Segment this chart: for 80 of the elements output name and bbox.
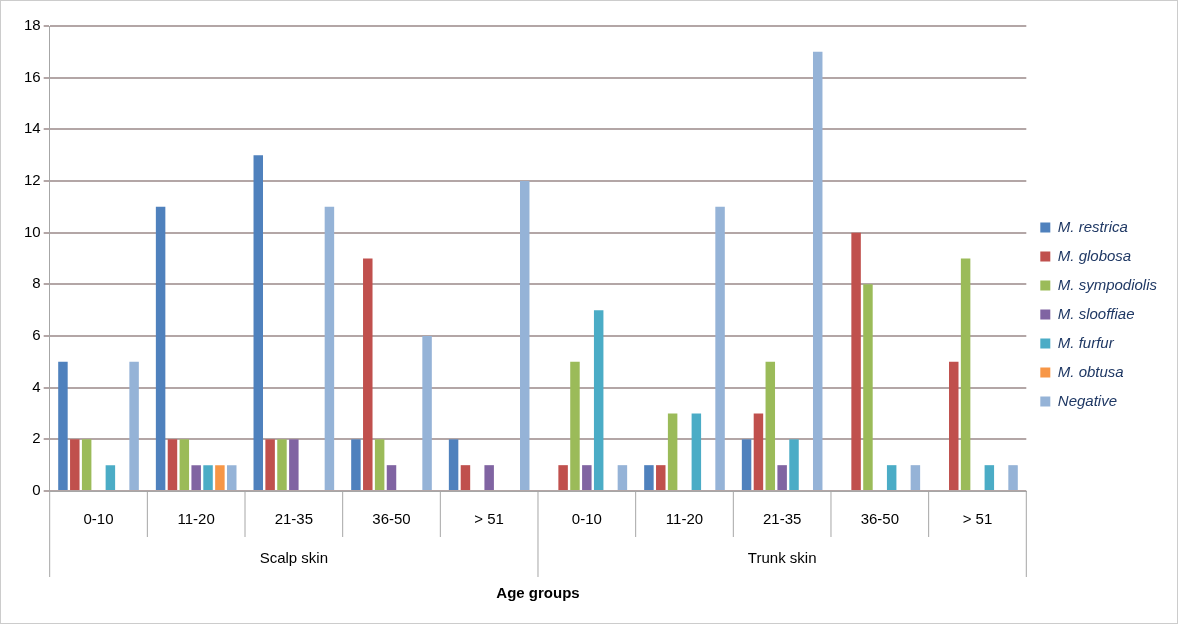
bar bbox=[129, 361, 139, 490]
bar bbox=[949, 361, 959, 490]
bar bbox=[58, 361, 68, 490]
bar bbox=[570, 361, 580, 490]
bar bbox=[593, 310, 604, 490]
legend-label: M. sympodiolis bbox=[1057, 275, 1158, 293]
bar bbox=[851, 232, 861, 490]
bar bbox=[617, 465, 628, 490]
bar bbox=[520, 181, 530, 490]
bar bbox=[753, 413, 764, 490]
bar bbox=[81, 439, 92, 490]
bar bbox=[253, 155, 264, 490]
bar bbox=[741, 439, 752, 490]
legend-label: M. obtusa bbox=[1057, 362, 1124, 380]
bar bbox=[351, 439, 361, 490]
bar bbox=[277, 439, 287, 490]
bar bbox=[105, 465, 116, 490]
x-tick-label: 36-50 bbox=[860, 510, 899, 528]
bar bbox=[422, 336, 432, 490]
legend-label: Negative bbox=[1057, 391, 1118, 409]
x-tick-label: 21-35 bbox=[274, 510, 314, 528]
bar bbox=[910, 465, 921, 490]
legend-label: M. slooffiae bbox=[1057, 304, 1135, 322]
bar bbox=[227, 465, 237, 490]
bar bbox=[644, 465, 654, 490]
y-tick-label: 6 bbox=[32, 326, 41, 344]
x-tick-label: > 51 bbox=[962, 510, 993, 528]
bar bbox=[179, 439, 190, 490]
legend-label: M. furfur bbox=[1057, 333, 1115, 351]
y-tick-label: 12 bbox=[24, 171, 41, 189]
y-tick-label: 4 bbox=[32, 377, 41, 395]
text: Scalp skin bbox=[259, 549, 329, 567]
y-tick-label: 16 bbox=[24, 67, 41, 85]
bar bbox=[265, 439, 275, 490]
x-tick-label: > 51 bbox=[474, 510, 504, 528]
y-tick-label: 0 bbox=[32, 481, 41, 499]
y-tick-label: 14 bbox=[24, 119, 41, 137]
x-tick-label: 0-10 bbox=[571, 510, 602, 528]
bar bbox=[363, 258, 373, 490]
bar bbox=[667, 413, 678, 490]
bar bbox=[155, 206, 166, 490]
bar bbox=[656, 465, 666, 490]
bar bbox=[582, 465, 592, 490]
bar bbox=[812, 51, 823, 490]
bar bbox=[448, 439, 459, 490]
bar bbox=[789, 439, 799, 490]
bar bbox=[70, 439, 80, 490]
bar bbox=[960, 258, 971, 490]
bar bbox=[215, 465, 225, 490]
bar bbox=[484, 465, 494, 490]
legend-label: M. globosa bbox=[1057, 246, 1132, 264]
bar bbox=[203, 465, 213, 490]
bar bbox=[886, 465, 897, 490]
x-tick-label: 11-20 bbox=[177, 510, 215, 528]
bar bbox=[558, 465, 568, 490]
bar bbox=[374, 439, 385, 490]
bar bbox=[715, 206, 725, 490]
bar bbox=[691, 413, 702, 490]
y-tick-label: 2 bbox=[32, 429, 41, 447]
bar bbox=[460, 465, 471, 490]
bar bbox=[765, 361, 776, 490]
bar bbox=[984, 465, 995, 490]
y-tick-label: 18 bbox=[24, 16, 41, 34]
text: Trunk skin bbox=[747, 549, 817, 567]
bar bbox=[386, 465, 397, 490]
x-axis-title: Age groups bbox=[496, 584, 580, 602]
bar bbox=[863, 284, 873, 490]
bar bbox=[324, 206, 335, 490]
bar bbox=[167, 439, 178, 490]
x-tick-label: 0-10 bbox=[83, 510, 114, 528]
x-tick-label: 36-50 bbox=[372, 510, 411, 528]
bar bbox=[1008, 465, 1018, 490]
legend-label: M. restrica bbox=[1057, 217, 1128, 235]
bar bbox=[777, 465, 787, 490]
y-tick-label: 10 bbox=[24, 222, 41, 240]
y-tick-label: 8 bbox=[32, 274, 41, 292]
bar bbox=[191, 465, 201, 490]
x-tick-label: 11-20 bbox=[665, 510, 704, 528]
bar bbox=[289, 439, 299, 490]
x-tick-label: 21-35 bbox=[762, 510, 802, 528]
